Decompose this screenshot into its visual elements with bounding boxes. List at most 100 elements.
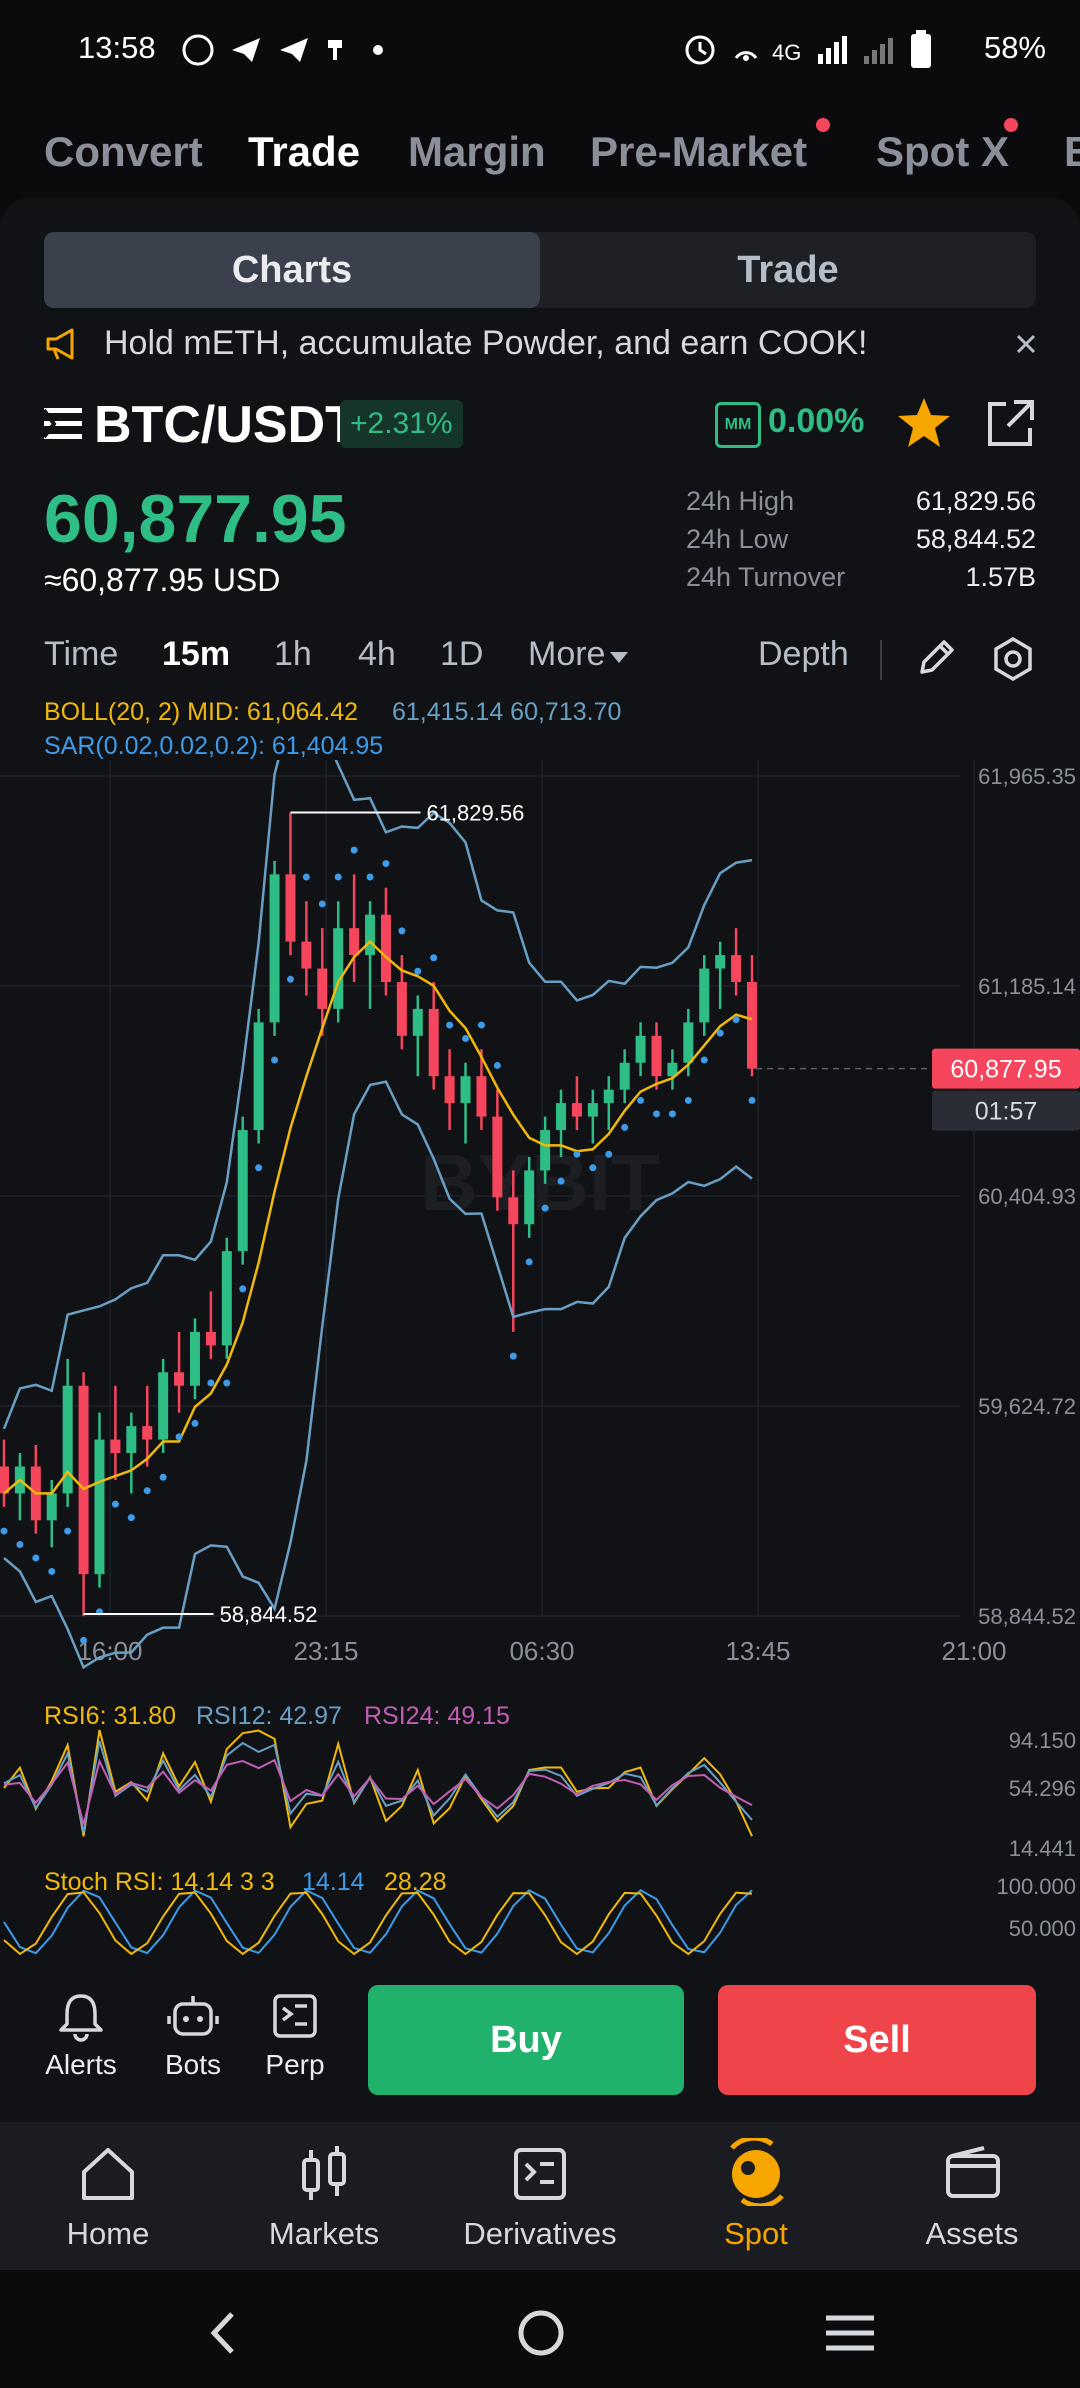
sar-dot [0,1527,8,1535]
sar-dot [573,1150,581,1158]
price-chart[interactable]: 61,965.35 61,185.14 60,404.93 59,624.72 58,8… [0,760,1080,1680]
nav-derivatives[interactable]: Derivatives [432,2122,648,2270]
sar-dot [732,1016,740,1024]
tf-4h[interactable]: 4h [358,635,396,673]
sar-dot [334,873,342,881]
candle-body [444,1076,455,1104]
pair-menu-icon[interactable] [44,404,84,444]
y-tick-label: 61,185.14 [978,974,1076,999]
sar-dot [286,975,294,983]
mm-icon: MM [715,402,761,448]
perp-label: Perp [265,2049,325,2080]
boll-upper-band [2,760,753,1430]
sar-dot [302,873,310,881]
sar-dot [462,1035,470,1043]
home-circle-icon[interactable] [516,2308,566,2358]
sar-dot [175,1433,183,1441]
candle-body [380,914,391,983]
wallet-icon [946,2146,1000,2198]
perp-icon [273,1994,317,2038]
tf-15m[interactable]: 15m [162,635,231,673]
depth-tab[interactable]: Depth [758,635,849,673]
candle-body [731,955,742,983]
y-tick-label: 59,624.72 [978,1394,1076,1419]
high-marker-label: 61,829.56 [426,801,524,826]
candle-body [301,941,312,969]
system-nav-bar [0,2270,1080,2388]
back-icon[interactable] [208,2310,238,2356]
tf-1d[interactable]: 1D [440,635,484,673]
system-status-icons: 4G [685,35,893,65]
close-icon[interactable] [1014,332,1038,356]
boll-label: BOLL(20, 2) MID: 61,064.42 [44,698,359,726]
bots-button[interactable]: Bots [148,1990,238,2081]
sar-dot [159,1473,167,1481]
candle-body [635,1035,646,1063]
robot-icon [167,1996,219,2036]
stoch-line [3,1889,753,1955]
star-icon[interactable] [896,396,952,450]
rsi6-label: RSI6: 31.80 [44,1702,177,1730]
nav-home[interactable]: Home [0,2122,216,2270]
recents-icon[interactable] [824,2314,876,2352]
promo-banner[interactable]: Hold mETH, accumulate Powder, and earn C… [44,320,1036,370]
sar-dot [223,1379,231,1387]
sar-dot [382,860,390,868]
stoch-rsi-chart[interactable]: 100.000 50.000 [0,1872,1080,1962]
pair-symbol[interactable]: BTC/USDT [94,396,357,454]
tab-trade[interactable]: Trade [248,128,361,175]
pencil-icon[interactable] [914,636,958,680]
sar-dot [541,1204,549,1212]
candle-body [317,968,328,1009]
pair-change-badge: +2.31% [340,400,463,448]
alerts-button[interactable]: Alerts [36,1990,126,2081]
battery-icon [911,30,931,68]
sell-button[interactable]: Sell [718,1985,1036,2095]
status-bar: 13:58 4G 58% [0,0,1080,100]
tab-spot-x[interactable]: Spot X [876,128,1009,175]
x-tick-label: 06:30 [509,1636,574,1666]
stoch-tick-label: 100.000 [996,1874,1076,1899]
rsi-chart[interactable]: 94.150 54.296 14.441 [0,1720,1080,1860]
sar-dot [493,1061,501,1069]
nav-assets[interactable]: Assets [864,2122,1080,2270]
tf-time[interactable]: Time [44,635,119,673]
x-tick-label: 23:15 [293,1636,358,1666]
view-segment: Charts Trade [44,232,1036,308]
tab-margin[interactable]: Margin [408,128,546,175]
tf-more[interactable]: More [528,635,606,673]
perp-button[interactable]: Perp [250,1990,340,2081]
sar-dot [48,1567,56,1575]
candle-body [269,874,280,1023]
candle-body [540,1130,551,1171]
countdown-bg [932,1090,1080,1131]
share-icon[interactable] [984,398,1036,450]
sar-dot [700,1056,708,1064]
sar-dot [16,1541,24,1549]
network-type: 4G [772,40,801,65]
sar-dot [684,1096,692,1104]
sar-dot [111,1500,119,1508]
buy-button[interactable]: Buy [368,1985,684,2095]
nav-spot[interactable]: Spot [648,2122,864,2270]
candle-body [428,1008,439,1077]
sar-label: SAR(0.02,0.02,0.2): 61,404.95 [44,732,384,760]
boll-lower-band [3,1080,753,1670]
tab-pre-market[interactable]: Pre-Market [590,128,808,175]
bell-icon [59,1994,103,2042]
nav-markets[interactable]: Markets [216,2122,432,2270]
trade-segment-button[interactable]: Trade [737,249,839,291]
tab-more-cut[interactable]: B [1064,128,1080,175]
candle-body [158,1372,169,1440]
sar-dot [748,1096,756,1104]
last-price-tag-bg [932,1048,1080,1089]
candle-body [189,1331,200,1386]
sar-dot [80,1636,88,1644]
candle-body [412,1008,423,1036]
chart-settings-icon[interactable] [990,636,1036,682]
tab-convert[interactable]: Convert [44,128,203,175]
charts-segment-button[interactable]: Charts [44,232,540,308]
mm-value: 0.00% [768,402,865,440]
tf-1h[interactable]: 1h [274,635,312,673]
candle-body [587,1103,598,1117]
